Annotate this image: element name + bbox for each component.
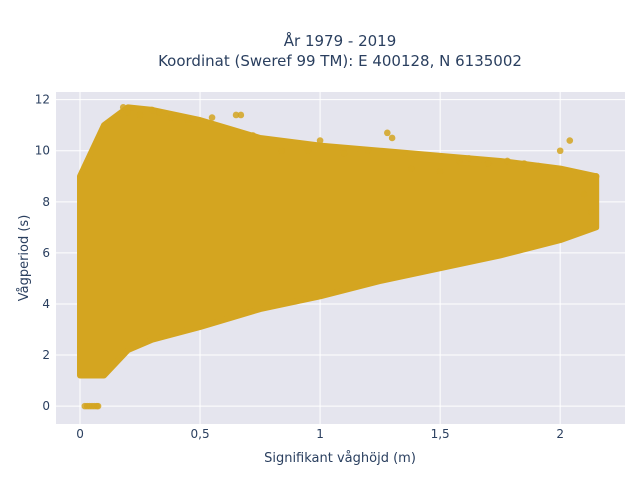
data-point-12 <box>304 147 312 155</box>
y-tick-label-5: 10 <box>35 144 50 158</box>
y-tick-labels: 0 2 4 6 8 10 12 <box>35 93 50 413</box>
data-point-14 <box>340 149 348 157</box>
y-tick-label-6: 12 <box>35 93 50 107</box>
data-point-28 <box>580 172 588 180</box>
data-point-26 <box>556 147 564 155</box>
data-point-20 <box>456 157 463 165</box>
data-point-23 <box>504 157 511 165</box>
data-point-30 <box>588 208 595 216</box>
data-point-7 <box>208 114 216 121</box>
data-point-15 <box>364 147 372 155</box>
data-point-17 <box>388 134 396 142</box>
chart-title-line-1: År 1979 - 2019 <box>284 31 397 50</box>
data-cloud <box>77 104 600 379</box>
x-axis-title: Signifikant våghöjd (m) <box>264 451 416 466</box>
data-point-0 <box>119 104 127 111</box>
x-tick-label-4: 2 <box>556 427 564 441</box>
data-point-22 <box>484 160 492 167</box>
y-tick-label-1: 2 <box>42 348 50 362</box>
data-point-38 <box>94 402 102 410</box>
x-tick-labels: 0 0,5 1 1,5 2 <box>76 427 564 441</box>
data-point-25 <box>535 162 542 170</box>
data-point-29 <box>592 172 600 180</box>
data-point-9 <box>237 111 245 119</box>
data-point-16 <box>384 129 391 137</box>
data-point-6 <box>184 116 192 124</box>
y-axis-title: Vågperiod (s) <box>17 215 32 302</box>
x-tick-label-1: 0,5 <box>191 427 210 441</box>
data-point-27 <box>566 137 574 144</box>
data-points <box>81 104 600 410</box>
data-point-21 <box>465 155 473 162</box>
x-tick-label-0: 0 <box>76 427 84 441</box>
x-tick-label-2: 1 <box>316 427 324 441</box>
data-point-3 <box>148 106 156 114</box>
chart-title-line-2: Koordinat (Sweref 99 TM): E 400128, N 61… <box>158 52 522 70</box>
y-tick-label-3: 6 <box>42 246 50 260</box>
data-point-19 <box>436 167 444 175</box>
data-point-4 <box>155 109 163 116</box>
data-point-24 <box>520 160 528 167</box>
data-point-18 <box>408 165 415 172</box>
y-tick-label-0: 0 <box>42 399 50 413</box>
data-cloud-area <box>77 104 600 379</box>
data-point-31 <box>580 190 588 198</box>
data-point-10 <box>249 132 257 139</box>
data-point-11 <box>278 147 285 155</box>
x-tick-label-3: 1,5 <box>431 427 450 441</box>
data-point-5 <box>167 114 175 121</box>
data-point-2 <box>136 111 144 119</box>
data-point-13 <box>316 137 324 144</box>
data-point-8 <box>232 111 240 119</box>
y-tick-label-4: 8 <box>42 195 50 209</box>
y-tick-label-2: 4 <box>42 297 50 311</box>
data-point-1 <box>124 109 132 116</box>
